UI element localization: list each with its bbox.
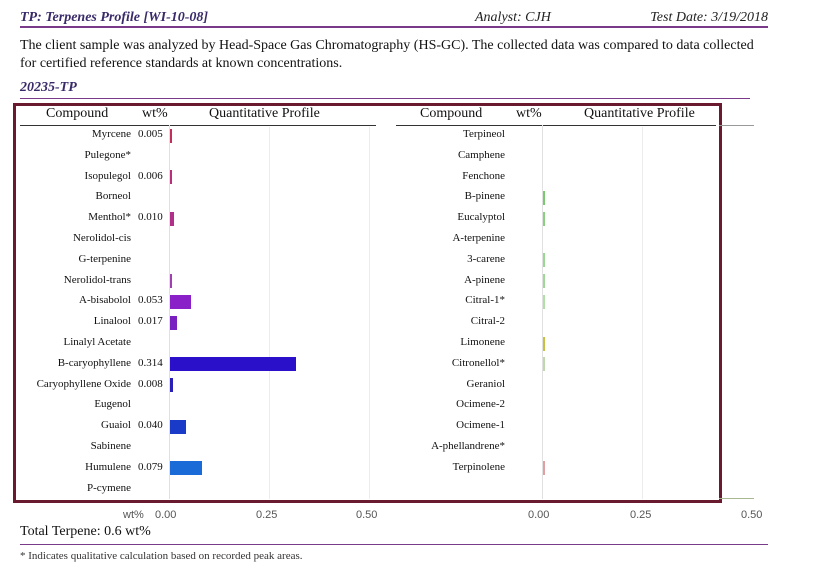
right-profile-header: Quantitative Profile (584, 106, 695, 121)
compound-name: Guaiol (101, 419, 131, 432)
profile-bar (170, 315, 177, 330)
compound-name: Eucalyptol (457, 211, 505, 224)
test-date-label: Test Date: 3/19/2018 (650, 10, 768, 25)
left-grid-025 (269, 127, 270, 499)
compound-name: A-phellandrene* (431, 440, 505, 452)
compound-name: Pulegone* (84, 148, 131, 161)
compound-name: Nerolidol-cis (72, 232, 131, 244)
right-tick-1: 0.25 (630, 509, 652, 521)
profile-bar (543, 357, 545, 372)
compound-name: Nerolidol-trans (63, 273, 131, 286)
left-profile-header: Quantitative Profile (209, 106, 320, 121)
compound-name: Linalool (93, 315, 131, 328)
compound-wt: 0.005 (138, 128, 163, 140)
compound-name: Fenchone (462, 169, 505, 182)
profile-bar (170, 419, 186, 434)
profile-bar (170, 211, 174, 226)
right-header-underline (396, 125, 716, 126)
compound-wt: 0.010 (138, 211, 163, 224)
compound-name: Caryophyllene Oxide (36, 377, 131, 390)
compound-name: B-pinene (464, 190, 505, 203)
profile-bar (543, 190, 545, 205)
compound-name: Menthol* (88, 211, 131, 224)
right-wt-header: wt% (516, 106, 542, 121)
right-axis-baseline (542, 125, 543, 499)
left-grid-050 (369, 127, 370, 499)
analyst-label: Analyst: CJH (475, 10, 551, 25)
profile-bar (170, 128, 172, 143)
compound-name: Ocimene-2 (456, 398, 505, 411)
compound-wt: 0.053 (138, 294, 163, 307)
profile-bar (543, 253, 545, 268)
compound-name: Borneol (95, 190, 131, 203)
footnote: * Indicates qualitative calculation base… (20, 550, 303, 562)
compound-name: Ocimene-1 (456, 419, 505, 432)
section-title: TP: Terpenes Profile [WI-10-08] (20, 10, 209, 25)
profile-bar (170, 461, 202, 476)
profile-bar (170, 274, 172, 289)
footer-rule (20, 544, 768, 545)
profile-bar (543, 274, 545, 289)
left-wt-header: wt% (142, 106, 168, 121)
profile-bar (543, 294, 545, 309)
compound-name: Camphene (457, 148, 505, 161)
sample-rule (20, 98, 750, 99)
left-header-underline (20, 125, 376, 126)
profile-bar (170, 294, 192, 309)
compound-name: Limonene (460, 336, 505, 348)
compound-name: Terpineol (463, 128, 505, 140)
left-tick-0: 0.00 (155, 509, 177, 521)
compound-name: Myrcene (91, 128, 131, 140)
compound-name: Isopulegol (84, 169, 131, 182)
intro-paragraph: The client sample was analyzed by Head-S… (20, 38, 754, 71)
right-grid-025 (642, 127, 643, 499)
compound-name: B-caryophyllene (57, 356, 131, 369)
compound-name: Citronellol* (451, 356, 505, 369)
compound-name: P-cymene (87, 481, 131, 494)
total-terpene: Total Terpene: 0.6 wt% (20, 524, 151, 539)
compound-wt: 0.314 (138, 356, 163, 369)
sample-id: 20235-TP (20, 80, 77, 95)
profile-bar (543, 211, 545, 226)
compound-wt: 0.040 (138, 419, 163, 432)
compound-name: Sabinene (90, 440, 131, 452)
right-tick-0: 0.00 (528, 509, 550, 521)
profile-frame (13, 103, 722, 503)
left-compound-header: Compound (46, 106, 109, 121)
compound-name: A-bisabolol (79, 294, 131, 307)
compound-name: A-terpenine (452, 232, 505, 244)
compound-wt: 0.079 (138, 460, 163, 473)
compound-name: Citral-2 (470, 315, 505, 328)
compound-name: Geraniol (466, 377, 505, 390)
compound-name: Citral-1* (465, 294, 505, 307)
axis-unit-label: wt% (123, 509, 144, 521)
compound-wt: 0.008 (138, 377, 163, 390)
left-tick-1: 0.25 (256, 509, 278, 521)
compound-wt: 0.006 (138, 169, 163, 182)
compound-name: A-pinene (464, 273, 505, 286)
compound-wt: 0.017 (138, 315, 163, 328)
right-tick-2: 0.50 (741, 509, 763, 521)
frame-extension-line-bottom (719, 498, 754, 499)
compound-name: 3-carene (467, 252, 505, 265)
frame-extension-line (719, 125, 754, 126)
profile-bar (170, 170, 173, 185)
report-header: TP: Terpenes Profile [WI-10-08] Analyst:… (20, 8, 768, 28)
profile-bar (543, 461, 545, 476)
left-tick-2: 0.50 (356, 509, 378, 521)
compound-name: Humulene (85, 460, 131, 473)
left-axis-baseline (169, 125, 170, 499)
compound-name: Terpinolene (452, 460, 505, 473)
compound-name: Eugenol (94, 398, 131, 411)
profile-bar (170, 378, 174, 393)
profile-bar (170, 357, 296, 372)
profile-bar (543, 336, 545, 351)
compound-name: Linalyl Acetate (63, 336, 132, 348)
right-compound-header: Compound (420, 106, 483, 121)
compound-name: G-terpenine (78, 252, 131, 265)
header-rule (20, 26, 768, 28)
